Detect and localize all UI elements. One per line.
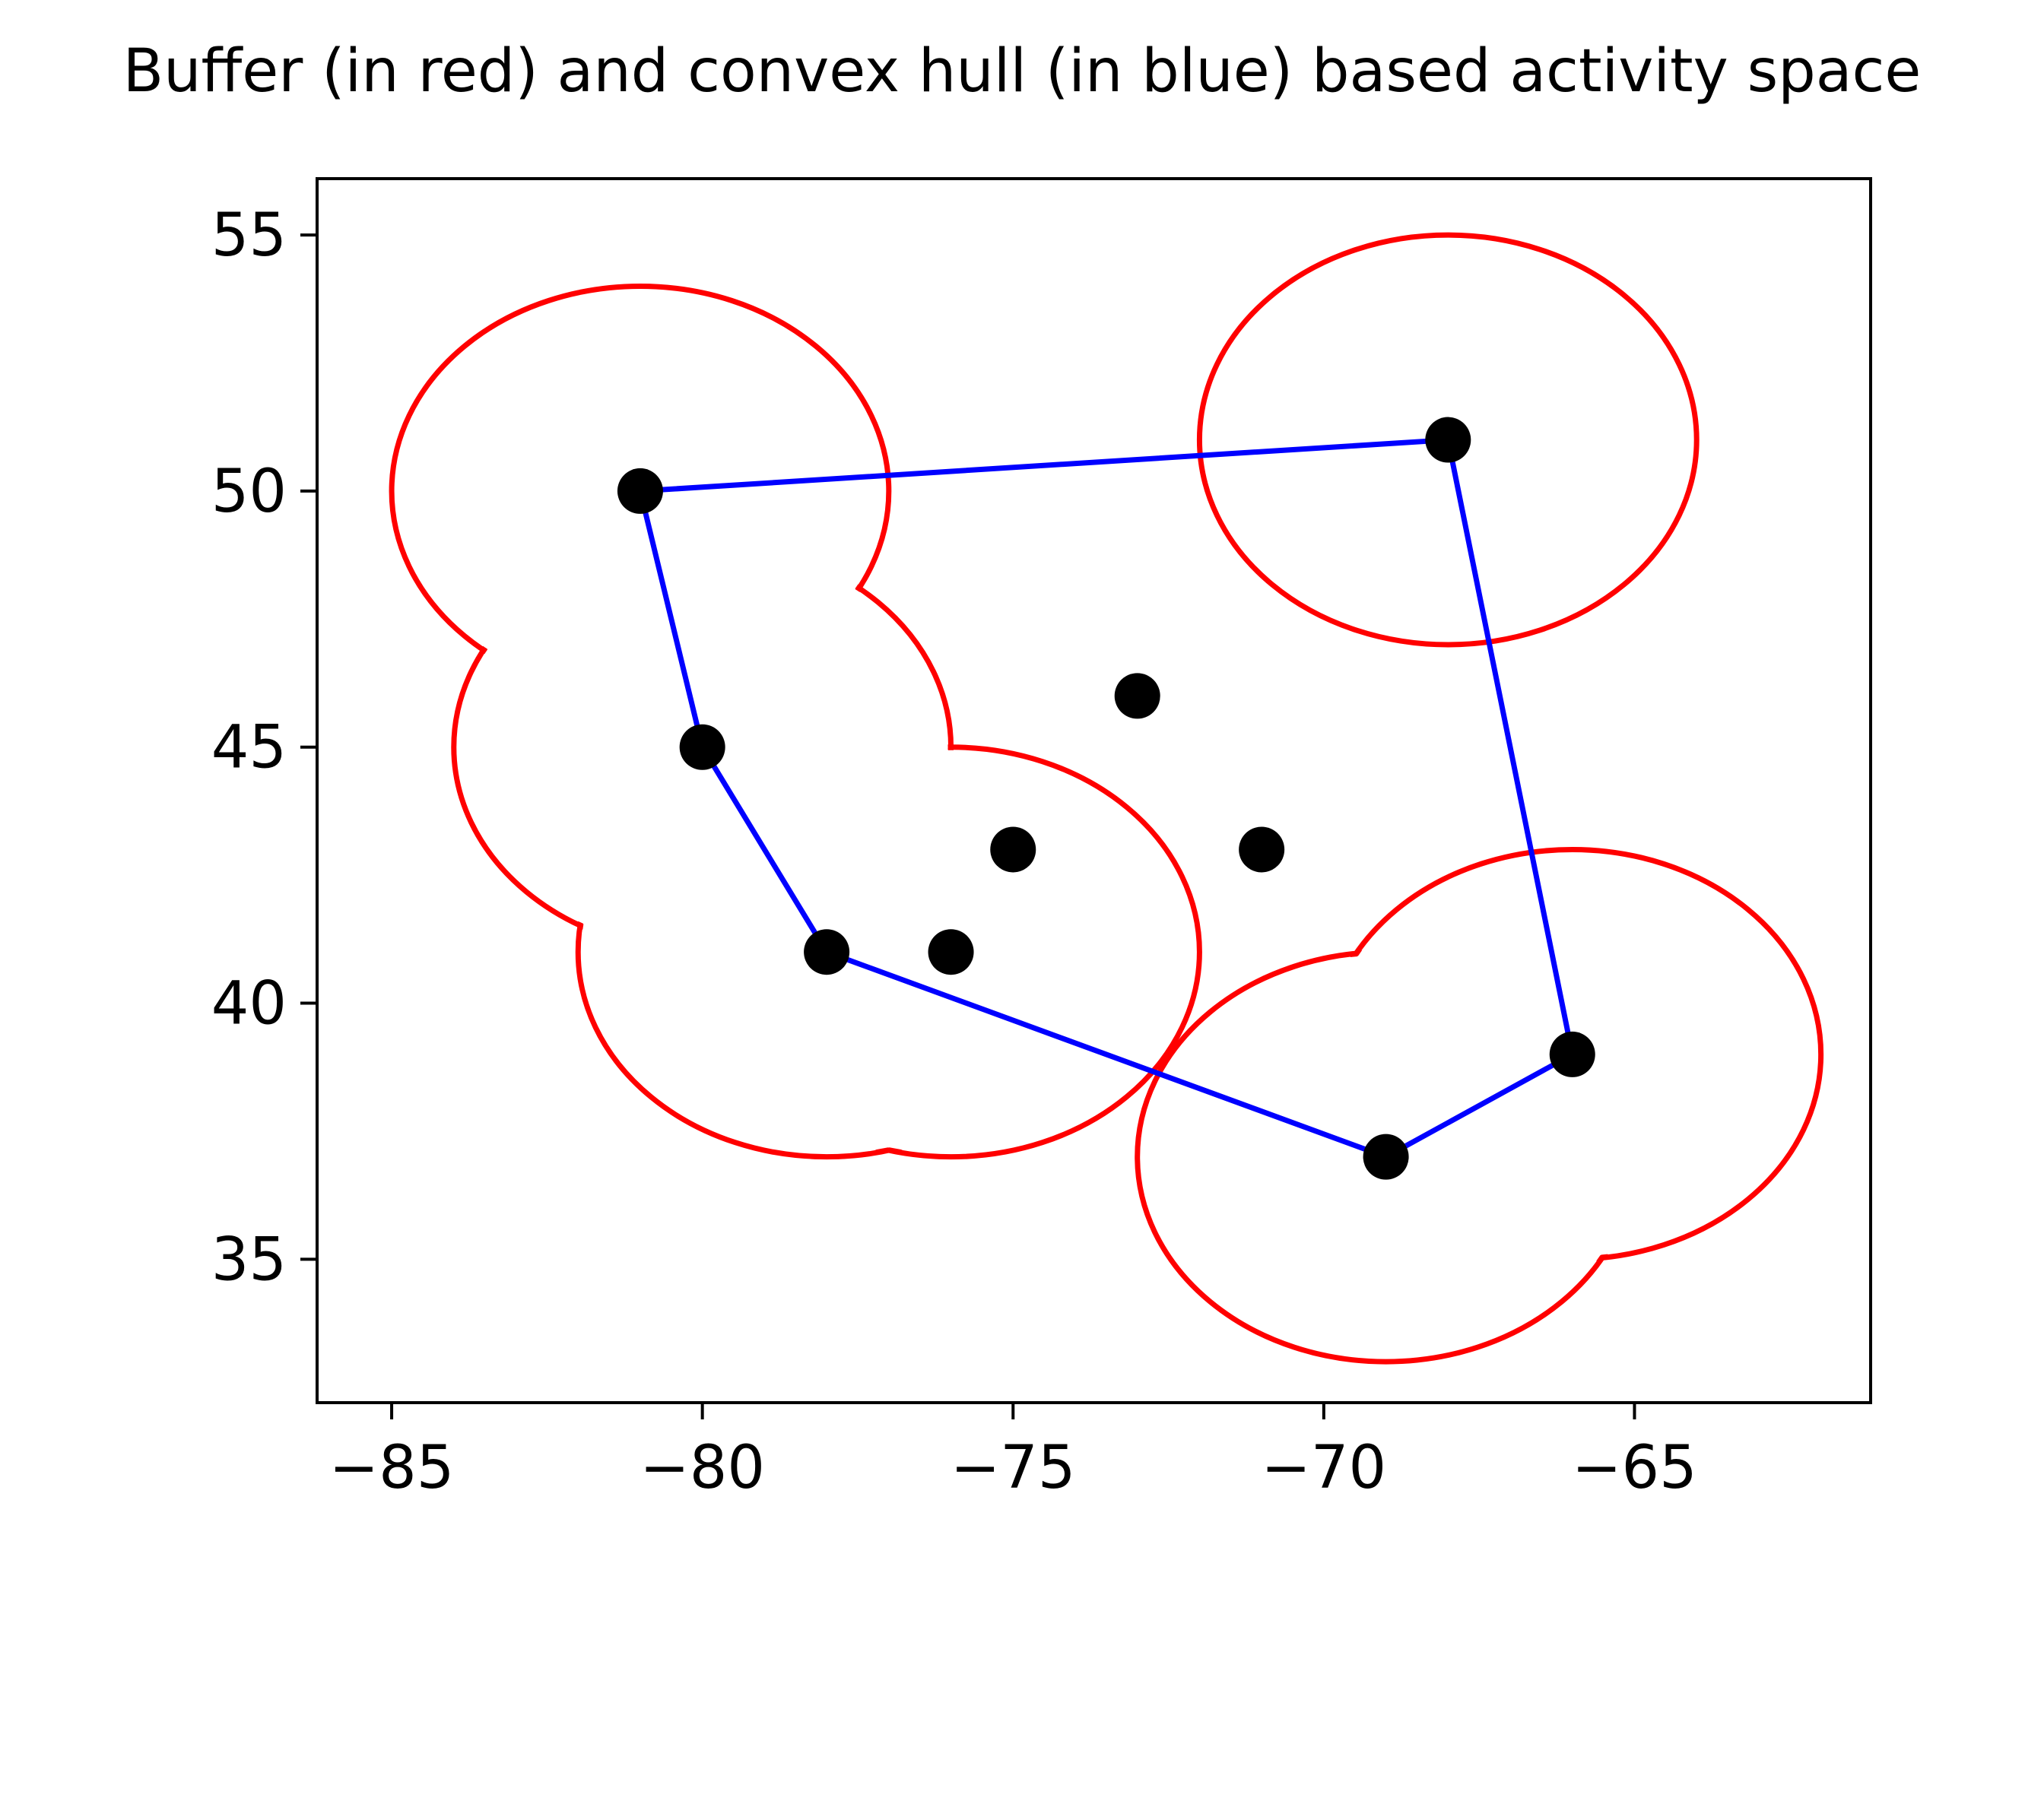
point-6	[1239, 826, 1285, 873]
x-tick-label-0: −85	[329, 1434, 455, 1502]
y-tick-label-0: 35	[211, 1226, 287, 1294]
convex-hull-line	[637, 437, 1576, 1160]
buffer-layer	[389, 232, 1824, 1365]
convex-hull-layer	[637, 437, 1576, 1160]
x-tick-label-4: −65	[1572, 1434, 1697, 1502]
x-tick-label-3: −70	[1262, 1434, 1387, 1502]
point-4	[990, 826, 1036, 873]
point-8	[1549, 1031, 1595, 1077]
x-tick-label-2: −75	[951, 1434, 1076, 1502]
axes-frame	[316, 177, 1872, 1404]
buffer-circle-3	[700, 744, 1202, 1160]
point-3	[928, 929, 974, 975]
y-axis: 35 40 45 50 55	[211, 201, 317, 1294]
point-7	[1425, 417, 1471, 463]
y-tick-label-3: 50	[211, 458, 287, 526]
point-2	[804, 929, 850, 975]
y-tick-label-4: 55	[211, 201, 287, 270]
y-tick-label-1: 40	[211, 970, 287, 1039]
point-5	[1114, 673, 1160, 719]
chart-title: Buffer (in red) and convex hull (in blue…	[123, 37, 1922, 106]
point-9	[1363, 1134, 1409, 1180]
buffer-circle-5	[1321, 846, 1824, 1262]
point-0	[617, 468, 663, 514]
point-1	[679, 724, 725, 770]
points-layer	[617, 417, 1595, 1180]
buffer-circle-4	[1196, 232, 1700, 648]
x-tick-label-1: −80	[640, 1434, 765, 1502]
buffer-circle-2	[575, 744, 1078, 1160]
y-tick-label-2: 45	[211, 714, 287, 782]
buffer-circle-0	[389, 283, 892, 699]
buffer-circle-6	[1135, 949, 1637, 1365]
x-axis: −85 −80 −75 −70 −65	[329, 1403, 1697, 1502]
